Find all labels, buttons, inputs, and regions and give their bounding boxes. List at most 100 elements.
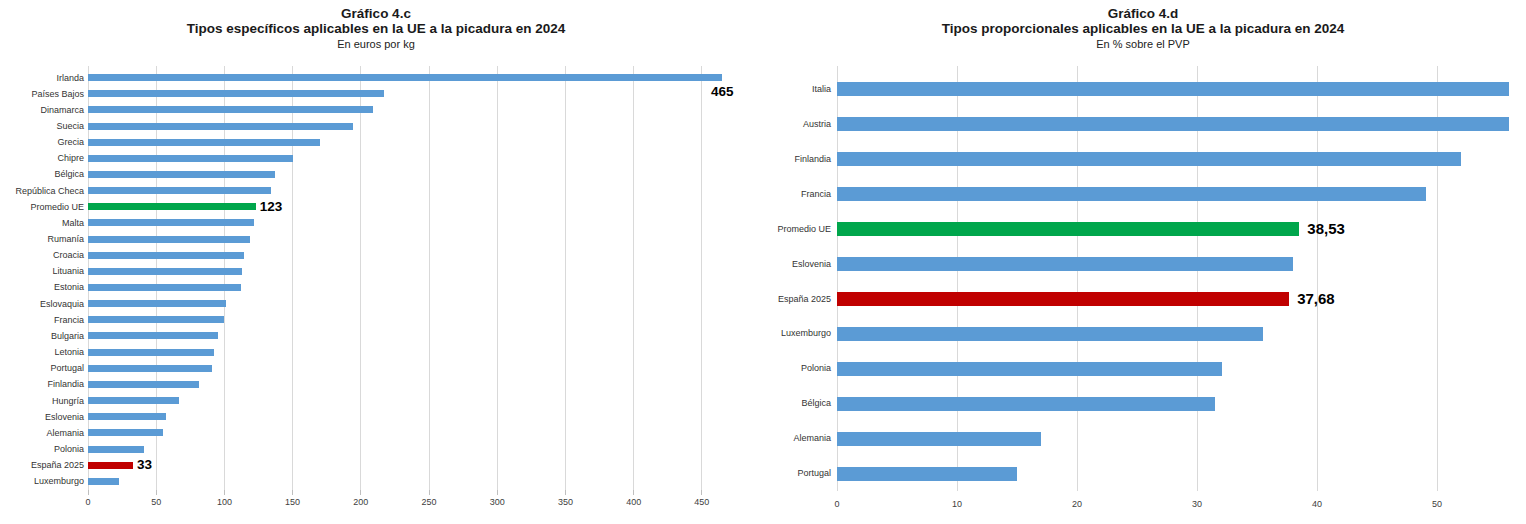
bar — [88, 300, 226, 307]
gridline — [565, 66, 566, 490]
axis-tick-label: 30 — [1175, 499, 1219, 509]
bar — [88, 171, 275, 178]
category-label: República Checa — [0, 183, 84, 199]
axis-tick-label: 400 — [612, 497, 656, 507]
gridline — [156, 66, 157, 490]
category-label: Rumanía — [0, 231, 84, 247]
gridline — [360, 66, 361, 490]
plot-area: 01020304050ItaliaAustriaFinlandiaFrancia… — [763, 0, 1523, 524]
bar — [837, 292, 1289, 306]
category-label: Bulgaria — [0, 328, 84, 344]
axis-tick — [88, 490, 89, 495]
category-label: Eslovenia — [763, 247, 831, 282]
bar — [837, 362, 1222, 376]
category-label: Países Bajos — [0, 86, 84, 102]
bar — [837, 222, 1299, 236]
bar — [88, 478, 119, 485]
axis-tick-label: 50 — [134, 497, 178, 507]
bar — [837, 432, 1041, 446]
gridline — [429, 66, 430, 490]
category-label: Alemania — [0, 425, 84, 441]
bar — [88, 106, 373, 113]
bar — [837, 257, 1293, 271]
chart-specific-rates: Gráfico 4.c Tipos específicos aplicables… — [0, 0, 752, 524]
bar — [88, 90, 384, 97]
figure-canvas: Gráfico 4.c Tipos específicos aplicables… — [0, 0, 1526, 524]
axis-tick — [565, 490, 566, 495]
bar — [88, 397, 179, 404]
category-label: Portugal — [763, 456, 831, 491]
gridline — [224, 66, 225, 490]
category-label: Finlandia — [0, 376, 84, 392]
bar — [88, 123, 353, 130]
category-label: Malta — [0, 215, 84, 231]
bar — [88, 187, 271, 194]
chart-proportional-rates: Gráfico 4.d Tipos proporcionales aplicab… — [763, 0, 1523, 524]
plot-area: 050100150200250300350400450Irlanda465Paí… — [0, 0, 752, 524]
bar — [88, 349, 214, 356]
axis-tick-label: 0 — [66, 497, 110, 507]
axis-tick-label: 300 — [475, 497, 519, 507]
bar — [88, 413, 166, 420]
category-label: Alemania — [763, 421, 831, 456]
axis-tick-label: 200 — [339, 497, 383, 507]
category-label: Polonia — [763, 351, 831, 386]
axis-tick-label: 40 — [1295, 499, 1339, 509]
category-label: Promedio UE — [763, 212, 831, 247]
bar — [88, 236, 250, 243]
bar — [88, 74, 722, 81]
axis-tick-label: 450 — [680, 497, 724, 507]
bar — [88, 268, 242, 275]
category-label: Polonia — [0, 441, 84, 457]
axis-tick-label: 150 — [271, 497, 315, 507]
category-label: España 2025 — [0, 457, 84, 473]
bar — [88, 381, 199, 388]
category-label: Italia — [763, 72, 831, 107]
gridline — [88, 66, 89, 490]
axis-tick — [701, 490, 702, 495]
axis-tick — [156, 490, 157, 495]
category-label: Croacia — [0, 247, 84, 263]
category-label: Finlandia — [763, 142, 831, 177]
data-label: 38,53 — [1307, 212, 1345, 247]
axis-tick — [360, 490, 361, 495]
category-label: España 2025 — [763, 282, 831, 317]
axis-tick — [497, 490, 498, 495]
category-label: Luxemburgo — [763, 316, 831, 351]
category-label: Chipre — [0, 150, 84, 166]
data-label: 465 — [677, 84, 767, 99]
category-label: Estonia — [0, 279, 84, 295]
axis-tick-label: 10 — [935, 499, 979, 509]
bar — [88, 155, 293, 162]
category-label: Letonia — [0, 344, 84, 360]
bar — [88, 139, 320, 146]
category-label: Austria — [763, 107, 831, 142]
gridline — [701, 66, 702, 490]
bar — [88, 252, 244, 259]
category-label: Lituania — [0, 263, 84, 279]
axis-tick-label: 0 — [815, 499, 859, 509]
bar — [88, 446, 144, 453]
bar — [88, 219, 254, 226]
category-label: Portugal — [0, 360, 84, 376]
axis-tick — [429, 490, 430, 495]
category-label: Francia — [0, 312, 84, 328]
data-label: 33 — [137, 457, 152, 473]
category-label: Hungría — [0, 393, 84, 409]
bar — [837, 467, 1017, 481]
category-label: Luxemburgo — [0, 473, 84, 489]
bar — [837, 327, 1263, 341]
bar — [88, 332, 218, 339]
data-label: 123 — [260, 199, 283, 215]
axis-tick — [633, 490, 634, 495]
axis-tick-label: 50 — [1415, 499, 1459, 509]
gridline — [292, 66, 293, 490]
bar — [88, 365, 212, 372]
bar — [88, 429, 163, 436]
category-label: Francia — [763, 177, 831, 212]
data-label: 37,68 — [1297, 282, 1335, 317]
bar — [88, 316, 224, 323]
axis-tick — [292, 490, 293, 495]
category-label: Promedio UE — [0, 199, 84, 215]
bar — [88, 284, 241, 291]
